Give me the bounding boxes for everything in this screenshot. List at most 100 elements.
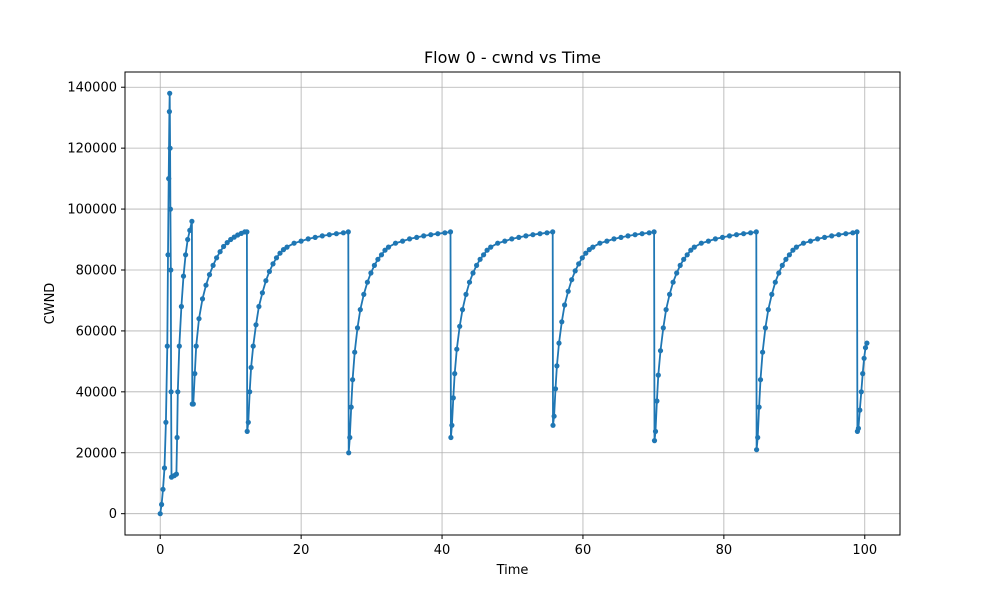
cwnd-data-point	[667, 291, 673, 297]
cwnd-data-point	[157, 511, 163, 517]
cwnd-data-point	[319, 233, 325, 239]
cwnd-data-point	[854, 229, 860, 235]
cwnd-data-point	[550, 229, 556, 235]
cwnd-data-point	[646, 230, 652, 236]
cwnd-data-point	[361, 291, 367, 297]
cwnd-data-point	[793, 244, 800, 250]
cwnd-data-point	[822, 234, 828, 240]
cwnd-data-point	[199, 296, 206, 302]
cwnd-data-point	[569, 277, 575, 283]
cwnd-data-point	[161, 465, 168, 471]
cwnd-data-point	[206, 272, 213, 278]
cwnd-data-point	[166, 176, 172, 182]
cwnd-data-point	[705, 238, 712, 244]
cwnd-data-point	[368, 270, 374, 276]
cwnd-data-point	[190, 401, 196, 407]
cwnd-data-point	[748, 230, 754, 236]
cwnd-data-point	[632, 232, 638, 238]
cwnd-data-point	[333, 231, 339, 237]
x-tick-label: 20	[293, 543, 310, 558]
cwnd-data-point	[502, 238, 508, 244]
y-tick-label: 0	[109, 507, 117, 522]
y-tick-label: 100000	[67, 203, 117, 218]
cwnd-data-point	[459, 307, 466, 313]
cwnd-data-point	[807, 238, 814, 244]
cwnd-data-point	[175, 389, 181, 395]
cwnd-data-point	[556, 340, 562, 346]
x-tick-label: 80	[716, 543, 733, 558]
series-layer	[157, 90, 870, 517]
y-tick-label: 60000	[76, 324, 117, 339]
cwnd-data-point	[681, 256, 687, 262]
cwnd-data-point	[457, 323, 463, 329]
cwnd-data-point	[210, 262, 216, 268]
cwnd-data-point	[639, 231, 645, 237]
cwnd-data-point	[291, 240, 297, 246]
cwnd-data-point	[347, 434, 353, 441]
cwnd-data-point	[733, 232, 740, 238]
cwnd-data-point	[760, 349, 766, 355]
cwnd-data-point	[861, 355, 867, 361]
cwnd-data-point	[167, 206, 173, 212]
cwnd-data-point	[657, 348, 664, 354]
cwnd-data-point	[378, 252, 385, 258]
cwnd-data-point	[544, 230, 550, 236]
cwnd-data-point	[454, 346, 460, 352]
cwnd-data-point	[576, 261, 582, 267]
cwnd-data-point	[800, 240, 807, 246]
cwnd-data-point	[684, 252, 690, 258]
cwnd-data-point	[176, 343, 182, 349]
cwnd-data-point	[248, 364, 254, 371]
cwnd-data-point	[382, 247, 388, 253]
y-tick-label: 120000	[67, 142, 117, 157]
cwnd-data-point	[590, 244, 596, 250]
cwnd-data-point	[173, 471, 179, 477]
cwnd-data-point	[192, 371, 198, 377]
cwnd-data-point	[741, 231, 747, 237]
y-tick-label: 20000	[76, 446, 117, 461]
cwnd-data-point	[414, 234, 420, 240]
cwnd-data-point	[326, 232, 332, 238]
cwnd-data-point	[815, 236, 821, 242]
cwnd-data-point	[660, 325, 666, 331]
cwnd-data-point	[348, 404, 354, 410]
x-tick-label: 40	[434, 543, 451, 558]
cwnd-data-point	[688, 247, 694, 253]
cwnd-data-point	[350, 377, 356, 383]
cwnd-data-point	[371, 262, 377, 268]
cwnd-data-point	[565, 288, 571, 294]
x-axis-label: Time	[496, 563, 529, 578]
cwnd-data-point	[305, 236, 311, 242]
cwnd-data-point	[193, 343, 199, 349]
cwnd-data-point	[530, 232, 536, 238]
cwnd-data-point	[516, 234, 522, 240]
cwnd-data-point	[495, 240, 501, 246]
cwnd-data-point	[481, 252, 487, 258]
cwnd-data-point	[435, 231, 441, 237]
cwnd-data-point	[651, 229, 657, 235]
cwnd-data-point	[618, 234, 624, 240]
cwnd-data-point	[187, 227, 193, 233]
cwnd-data-point	[470, 270, 476, 276]
cwnd-data-point	[345, 229, 351, 235]
cwnd-data-point	[677, 262, 683, 268]
cwnd-data-point	[757, 377, 764, 383]
cwnd-data-point	[670, 279, 676, 285]
cwnd-data-point	[611, 236, 617, 242]
cwnd-data-point	[250, 343, 256, 349]
cwnd-data-point	[858, 389, 864, 395]
cwnd-data-point	[346, 450, 352, 456]
cwnd-data-point	[698, 240, 704, 246]
cwnd-data-point	[203, 282, 209, 288]
y-tick-label: 80000	[76, 263, 117, 278]
cwnd-data-point	[159, 501, 165, 508]
cwnd-data-point	[654, 398, 660, 404]
cwnd-data-point	[769, 291, 775, 297]
cwnd-data-point	[552, 386, 559, 392]
cwnd-data-point	[474, 262, 480, 268]
cwnd-data-point	[452, 371, 458, 377]
cwnd-data-point	[277, 250, 283, 256]
cwnd-data-point	[756, 404, 762, 410]
cwnd-data-point	[551, 413, 557, 419]
